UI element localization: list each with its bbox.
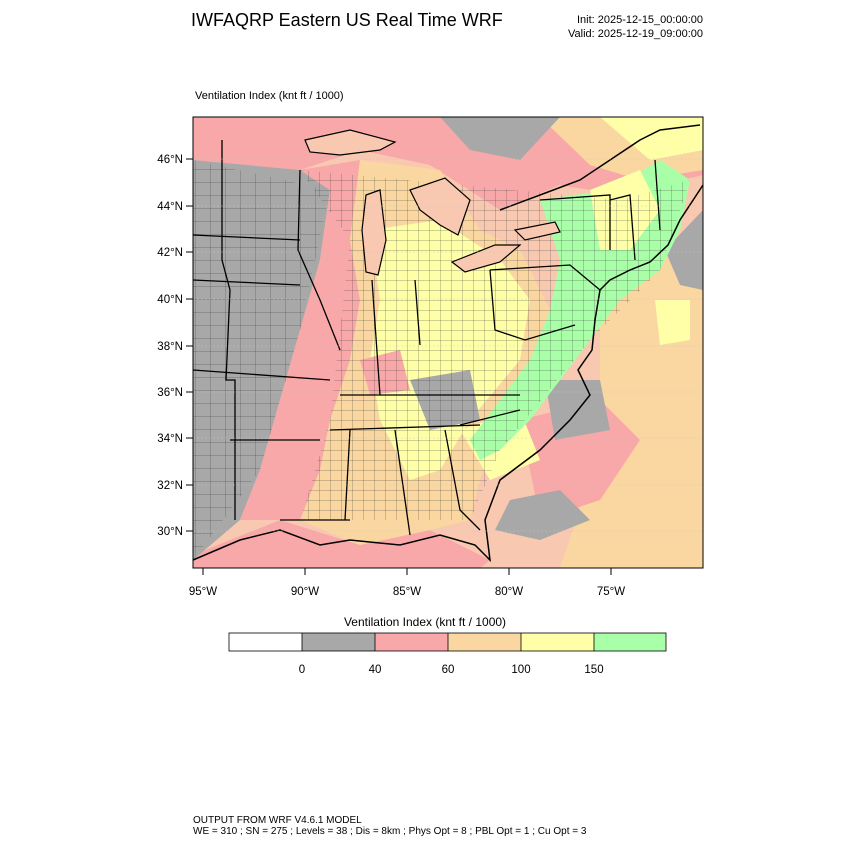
ocean-gray-patch bbox=[495, 490, 590, 540]
colorbar-bin bbox=[521, 633, 594, 651]
canada-gray-zone bbox=[440, 117, 560, 160]
land-pink-band bbox=[240, 160, 360, 520]
model-info: OUTPUT FROM WRF V4.6.1 MODEL WE = 310 ; … bbox=[193, 815, 586, 837]
lake-huron bbox=[409, 177, 471, 236]
lat-label: 38°N bbox=[157, 341, 183, 353]
state-boundaries bbox=[193, 140, 661, 536]
lon-label: 95°W bbox=[189, 586, 217, 598]
lon-label: 85°W bbox=[393, 586, 421, 598]
coastlines bbox=[193, 124, 703, 563]
time-info: Init: 2025-12-15_00:00:00 Valid: 2025-12… bbox=[568, 13, 703, 41]
lon-label: 80°W bbox=[495, 586, 523, 598]
colorbar-bin bbox=[229, 633, 302, 651]
nova-scotia-gray bbox=[665, 210, 703, 290]
colorbar-bin bbox=[448, 633, 521, 651]
gulf-zone bbox=[193, 520, 490, 568]
lake-erie bbox=[450, 244, 522, 273]
model-version: OUTPUT FROM WRF V4.6.1 MODEL bbox=[193, 815, 362, 826]
lat-label: 34°N bbox=[157, 433, 183, 445]
colorbar-tick-label: 0 bbox=[298, 664, 306, 676]
lon-labels: 95°W 90°W 85°W 80°W 75°W bbox=[189, 586, 625, 598]
lat-label: 36°N bbox=[157, 387, 183, 399]
lon-ticks bbox=[202, 568, 612, 575]
colorbar-tick-label: 40 bbox=[368, 664, 382, 676]
county-lines-west bbox=[193, 160, 330, 560]
lon-label: 75°W bbox=[597, 586, 625, 598]
colorbar-bin bbox=[302, 633, 375, 651]
lat-label: 42°N bbox=[157, 247, 183, 259]
lat-ticks bbox=[186, 158, 193, 532]
lat-label: 32°N bbox=[157, 480, 183, 492]
colorbar-tick-label: 100 bbox=[511, 664, 531, 676]
field-label: Ventilation Index (knt ft / 1000) bbox=[195, 90, 344, 102]
colorbar-bin bbox=[375, 633, 448, 651]
ocean-yellow-patch bbox=[655, 300, 690, 345]
plot-title: IWFAQRP Eastern US Real Time WRF bbox=[191, 10, 503, 30]
colorbar-tick-label: 150 bbox=[584, 664, 604, 676]
lat-label: 30°N bbox=[157, 526, 183, 538]
lake-michigan bbox=[361, 189, 387, 276]
model-config: WE = 310 ; SN = 275 ; Levels = 38 ; Dis … bbox=[193, 826, 587, 837]
graticule bbox=[193, 158, 703, 532]
colorbar-bin bbox=[594, 633, 666, 651]
init-time: Init: 2025-12-15_00:00:00 bbox=[577, 14, 703, 26]
valid-time: Valid: 2025-12-19_09:00:00 bbox=[568, 28, 703, 40]
lat-label: 46°N bbox=[157, 154, 183, 166]
lake-superior bbox=[304, 129, 397, 156]
county-lines-east bbox=[300, 170, 690, 520]
lat-label: 44°N bbox=[157, 201, 183, 213]
map-canvas bbox=[193, 117, 703, 568]
colorbar bbox=[228, 632, 667, 652]
lon-label: 90°W bbox=[291, 586, 319, 598]
lat-labels: 46°N 44°N 42°N 40°N 38°N 36°N 34°N 32°N … bbox=[157, 154, 183, 538]
colorbar-tick-label: 60 bbox=[441, 664, 455, 676]
colorbar-title: Ventilation Index (knt ft / 1000) bbox=[343, 615, 507, 629]
lat-label: 40°N bbox=[157, 294, 183, 306]
map-border bbox=[192, 116, 704, 569]
lake-ontario bbox=[513, 221, 561, 241]
